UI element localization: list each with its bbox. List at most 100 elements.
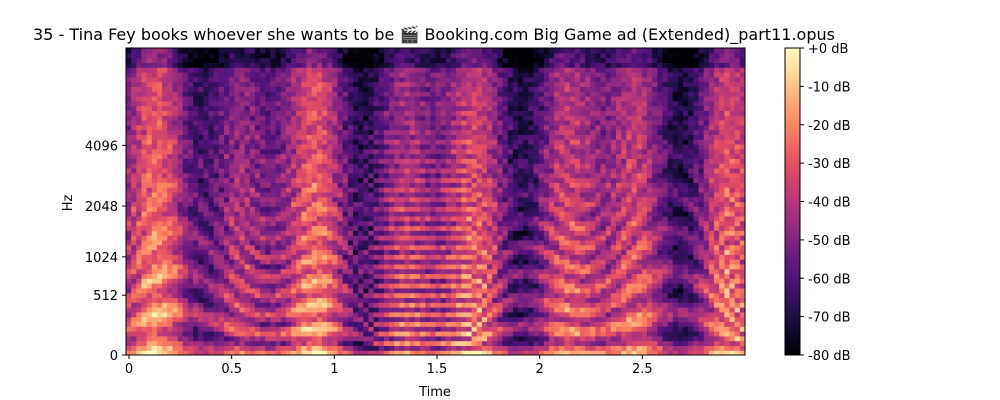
spectrogram-cell bbox=[198, 297, 204, 303]
spectrogram-cell bbox=[177, 158, 184, 164]
spectrogram-cell bbox=[280, 100, 287, 107]
spectrogram-cell bbox=[435, 57, 442, 63]
spectrogram-cell bbox=[450, 57, 457, 63]
spectrogram-cell bbox=[316, 206, 323, 212]
spectrogram-cell bbox=[476, 316, 483, 323]
spectrogram-cell bbox=[270, 163, 277, 169]
spectrogram-cell bbox=[291, 340, 297, 347]
spectrogram-cell bbox=[435, 95, 442, 102]
spectrogram-cell bbox=[383, 278, 390, 284]
spectrogram-cell bbox=[296, 235, 302, 241]
spectrogram-cell bbox=[291, 71, 297, 78]
spectrogram-cell bbox=[322, 268, 328, 275]
spectrogram-cell bbox=[301, 167, 308, 174]
spectrogram-cell bbox=[275, 249, 282, 255]
spectrogram-cell bbox=[502, 321, 509, 327]
spectrogram-cell bbox=[487, 124, 493, 131]
spectrogram-cell bbox=[285, 86, 292, 92]
spectrogram-cell bbox=[265, 167, 272, 174]
spectrogram-cell bbox=[296, 211, 302, 217]
spectrogram-cell bbox=[450, 292, 457, 299]
spectrogram-cell bbox=[213, 158, 220, 164]
spectrogram-cell bbox=[193, 287, 199, 294]
spectrogram-cell bbox=[182, 100, 189, 107]
spectrogram-cell bbox=[306, 311, 313, 318]
spectrogram-cell bbox=[476, 350, 483, 355]
spectrogram-cell bbox=[481, 206, 488, 212]
spectrogram-cell bbox=[291, 163, 297, 169]
spectrogram-cell bbox=[492, 311, 498, 318]
spectrogram-cell bbox=[471, 201, 478, 207]
spectrogram-cell bbox=[224, 167, 230, 174]
spectrogram-cell bbox=[301, 177, 308, 183]
spectrogram-cell bbox=[492, 143, 498, 150]
spectrogram-cell bbox=[497, 71, 504, 78]
spectrogram-cell bbox=[399, 235, 406, 241]
spectrogram-cell bbox=[306, 124, 313, 131]
spectrogram-cell bbox=[337, 321, 344, 327]
spectrogram-cell bbox=[296, 302, 302, 308]
spectrogram-cell bbox=[358, 302, 364, 308]
spectrogram-cell bbox=[409, 350, 416, 355]
spectrogram-cell bbox=[275, 220, 282, 227]
spectrogram-cell bbox=[476, 158, 483, 164]
spectrogram-cell bbox=[383, 220, 390, 227]
spectrogram-cell bbox=[275, 81, 282, 87]
spectrogram-cell bbox=[332, 292, 339, 299]
spectrogram-cell bbox=[316, 110, 323, 116]
spectrogram-cell bbox=[363, 249, 370, 255]
spectrogram-cell bbox=[218, 278, 225, 284]
spectrogram-cell bbox=[502, 182, 509, 188]
spectrogram-cell bbox=[126, 52, 132, 59]
spectrogram-cell bbox=[208, 129, 215, 135]
spectrogram-cell bbox=[373, 340, 380, 347]
spectrogram-cell bbox=[203, 196, 210, 203]
spectrogram-cell bbox=[404, 100, 411, 107]
spectrogram-cell bbox=[275, 153, 282, 159]
spectrogram-cell bbox=[450, 230, 457, 236]
spectrogram-cell bbox=[332, 182, 339, 188]
spectrogram-cell bbox=[399, 177, 406, 183]
spectrogram-cell bbox=[332, 143, 339, 150]
spectrogram-cell bbox=[162, 124, 168, 131]
spectrogram-cell bbox=[234, 177, 241, 183]
spectrogram-cell bbox=[487, 100, 493, 107]
spectrogram-cell bbox=[487, 81, 493, 87]
spectrogram-cell bbox=[275, 215, 282, 222]
spectrogram-cell bbox=[528, 345, 535, 351]
spectrogram-cell bbox=[502, 249, 509, 255]
spectrogram-cell bbox=[260, 100, 266, 107]
spectrogram-cell bbox=[502, 244, 509, 251]
spectrogram-cell bbox=[394, 259, 400, 265]
spectrogram-cell bbox=[218, 340, 225, 347]
spectrogram-cell bbox=[358, 167, 364, 174]
spectrogram-cell bbox=[291, 225, 297, 231]
spectrogram-cell bbox=[497, 340, 504, 347]
spectrogram-cell bbox=[322, 321, 328, 327]
spectrogram-cell bbox=[239, 105, 246, 111]
spectrogram-cell bbox=[193, 67, 199, 73]
spectrogram-cell bbox=[136, 119, 143, 126]
spectrogram-cell bbox=[167, 119, 174, 126]
spectrogram-cell bbox=[172, 187, 179, 193]
spectrogram-cell bbox=[301, 153, 308, 159]
spectrogram-cell bbox=[167, 153, 174, 159]
spectrogram-cell bbox=[497, 273, 504, 279]
spectrogram-cell bbox=[177, 62, 184, 68]
spectrogram-cell bbox=[322, 57, 328, 63]
spectrogram-cell bbox=[523, 191, 529, 198]
spectrogram-cell bbox=[337, 220, 344, 227]
spectrogram-cell bbox=[518, 129, 524, 135]
spectrogram-cell bbox=[260, 287, 266, 294]
spectrogram-cell bbox=[234, 254, 241, 260]
spectrogram-cell bbox=[347, 52, 354, 59]
spectrogram-cell bbox=[414, 201, 421, 207]
spectrogram-cell bbox=[229, 115, 235, 121]
spectrogram-cell bbox=[492, 345, 498, 351]
spectrogram-cell bbox=[136, 187, 143, 193]
spectrogram-cell bbox=[218, 67, 225, 73]
spectrogram-cell bbox=[198, 158, 204, 164]
spectrogram-cell bbox=[285, 57, 292, 63]
spectrogram-cell bbox=[373, 244, 380, 251]
spectrogram-cell bbox=[414, 350, 421, 355]
